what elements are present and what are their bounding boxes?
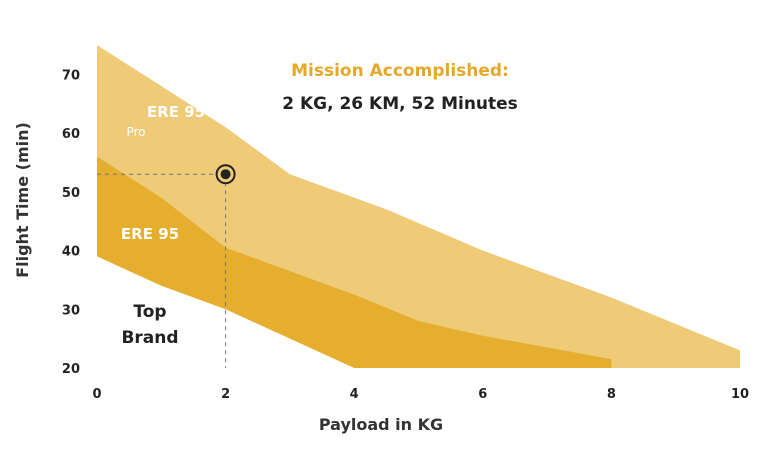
series-label-top-brand-line1: Top [133,302,166,322]
x-tick-label: 2 [221,387,230,402]
y-tick-label: 30 [62,303,80,318]
highlight-guides [97,164,236,368]
highlight-point-dot [220,169,231,180]
x-axis-title: Payload in KG [319,415,443,434]
x-tick-label: 10 [731,387,749,402]
annotation-title: Mission Accomplished: [291,61,509,81]
axis-ticks: 0 2 4 6 8 10 20 30 40 50 60 70 [62,68,749,402]
y-tick-label: 50 [62,186,80,201]
y-tick-label: 70 [62,68,80,83]
x-tick-label: 0 [92,387,101,402]
y-tick-label: 20 [62,362,80,377]
series-label-ere95: ERE 95 [121,225,179,243]
x-tick-label: 8 [607,387,616,402]
y-axis-title: Flight Time (min) [13,122,32,278]
y-tick-label: 60 [62,127,80,142]
series-label-top-brand-line2: Brand [121,328,178,348]
series-sublabel-pro: Pro [126,125,145,139]
series-label-ere95-pro: ERE 95 [147,103,205,121]
annotation-text: 2 KG, 26 KM, 52 Minutes [282,94,518,114]
x-tick-label: 6 [478,387,487,402]
x-tick-label: 4 [350,387,359,402]
y-tick-label: 40 [62,245,80,260]
